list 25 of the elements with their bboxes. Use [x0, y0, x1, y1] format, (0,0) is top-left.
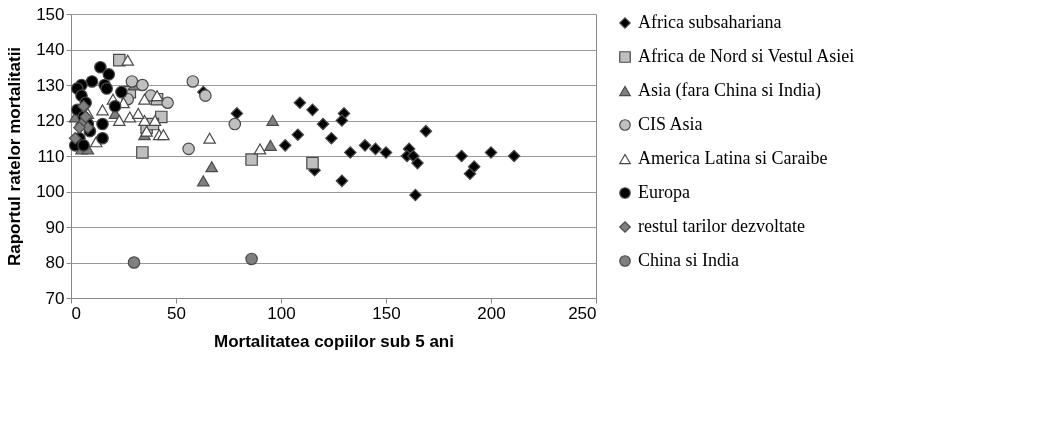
y-tick-label: 100 — [36, 182, 65, 201]
legend-label: Europa — [638, 182, 690, 202]
y-tick-label: 110 — [37, 146, 65, 166]
x-tick-label: 250 — [568, 303, 597, 323]
y-tick-label: 70 — [45, 288, 65, 308]
x-axis-title: Mortalitatea copiilor sub 5 ani — [214, 331, 454, 351]
y-tick-label: 90 — [45, 217, 65, 237]
legend-label: Asia (fara China si India) — [638, 80, 821, 101]
legend-label: America Latina si Caraibe — [638, 148, 828, 168]
y-tick-label: 150 — [36, 4, 65, 24]
x-tick-label: 200 — [477, 303, 506, 323]
legend-label: Africa de Nord si Vestul Asiei — [638, 46, 855, 66]
y-tick-label: 130 — [36, 75, 65, 95]
legend-label: Africa subsahariana — [638, 12, 782, 32]
legend-label: restul tarilor dezvoltate — [638, 216, 805, 236]
legend-label: CIS Asia — [638, 114, 703, 134]
x-tick-label: 150 — [372, 303, 401, 323]
x-tick-label: 100 — [267, 303, 296, 323]
x-tick-label: 0 — [71, 303, 81, 323]
y-axis-title: Raportul ratelor mortalitatii — [5, 46, 25, 267]
x-tick-label: 50 — [167, 303, 186, 323]
legend-label: China si India — [638, 250, 739, 270]
y-tick-label: 80 — [45, 253, 65, 272]
y-tick-label: 140 — [36, 40, 65, 59]
y-tick-label: 120 — [36, 111, 65, 130]
